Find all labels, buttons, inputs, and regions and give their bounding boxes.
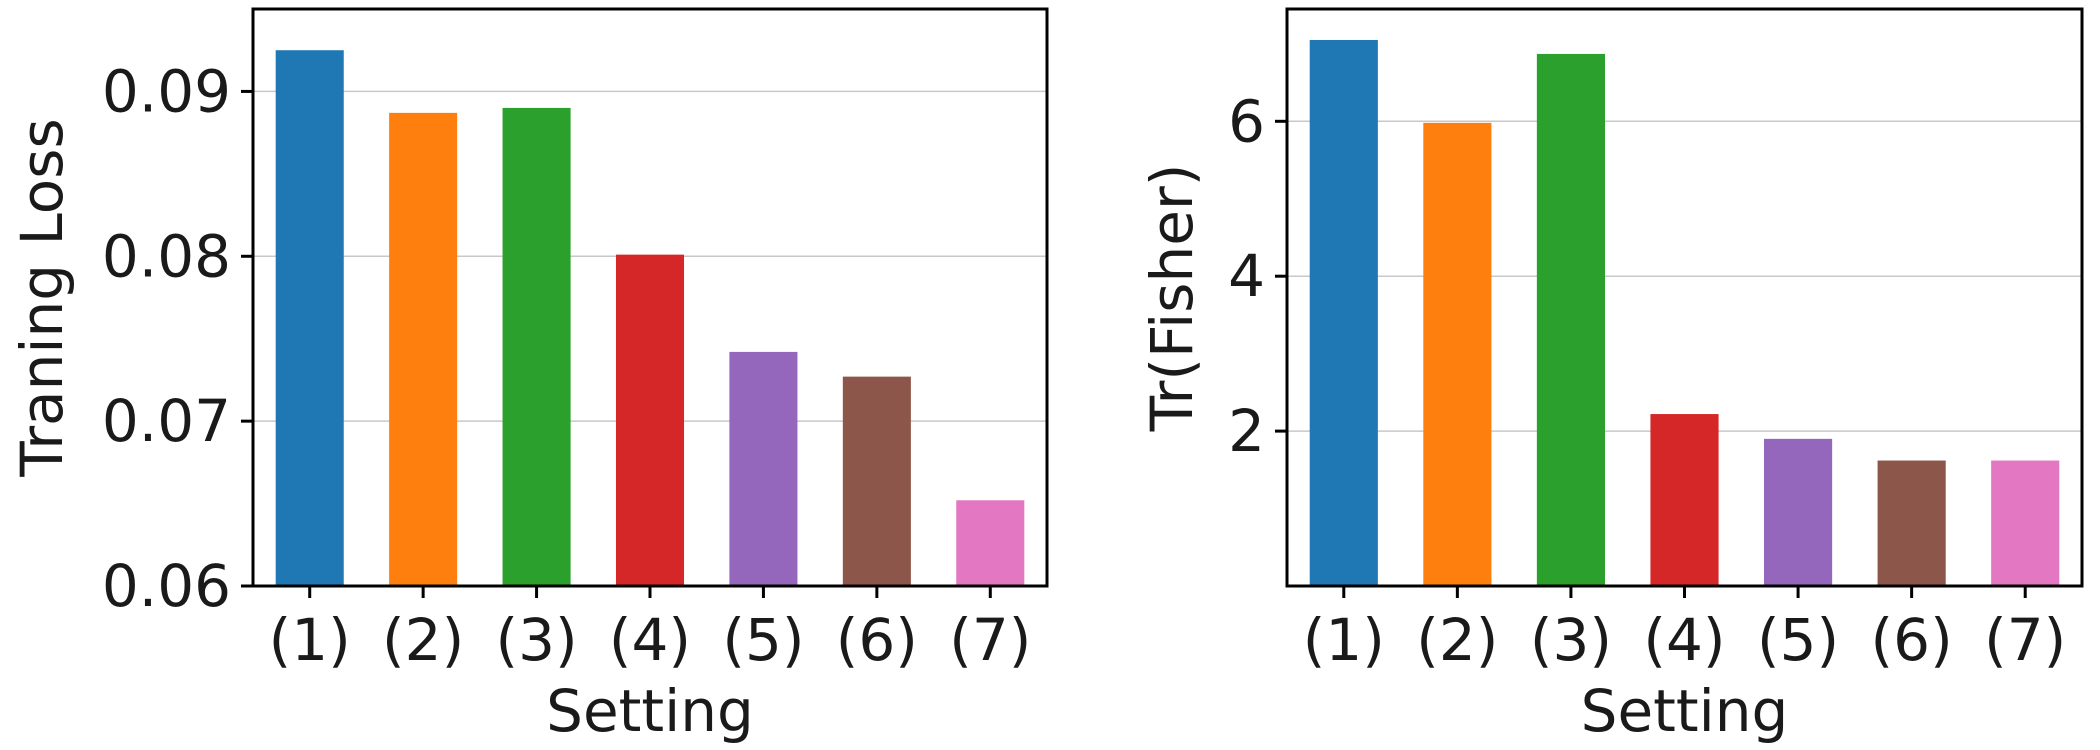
training-loss-xtick-label-5: (5) xyxy=(722,606,804,674)
tr-fisher-xtick-label-3: (3) xyxy=(1530,606,1612,674)
tr-fisher-bar-2 xyxy=(1423,122,1492,586)
training-loss-bar-3 xyxy=(502,107,571,587)
training-loss-xtick-label-1: (1) xyxy=(269,606,351,674)
training-loss-bar-4 xyxy=(615,254,685,586)
training-loss-ytick-label-0: 0.06 xyxy=(102,552,231,620)
training-loss-bar-2 xyxy=(389,112,458,587)
tr-fisher-ytick-label-2: 6 xyxy=(1228,87,1265,155)
tr-fisher-bar-5 xyxy=(1764,438,1833,586)
chart-tr-fisher: 2 4 6 (1) (2) (3) (4) (5) (6) (7) Setting Tr(Fisher… xyxy=(1138,7,2084,745)
tr-fisher-xtick-label-6: (6) xyxy=(1871,606,1953,674)
tr-fisher-ytick-label-0: 2 xyxy=(1228,397,1265,465)
tr-fisher-bar-7 xyxy=(1991,460,2060,586)
training-loss-ytick-label-1: 0.07 xyxy=(102,387,231,455)
training-loss-bar-5 xyxy=(729,351,798,586)
training-loss-ytick-label-2: 0.08 xyxy=(102,222,231,290)
training-loss-xtick-label-2: (2) xyxy=(382,606,464,674)
training-loss-bar-7 xyxy=(956,500,1025,586)
tr-fisher-bar-6 xyxy=(1877,460,1946,586)
training-loss-bar-6 xyxy=(842,376,911,586)
training-loss-xtick-label-4: (4) xyxy=(609,606,691,674)
tr-fisher-bar-4 xyxy=(1650,414,1719,586)
training-loss-ylabel: Traning Loss xyxy=(8,118,76,477)
tr-fisher-xtick-label-7: (7) xyxy=(1984,606,2066,674)
chart-training-loss: 0.06 0.07 0.08 0.09 (1) (2) (3) (4) (5) (6) (7) Set… xyxy=(8,7,1049,745)
tr-fisher-xtick-label-1: (1) xyxy=(1303,606,1385,674)
tr-fisher-bar-1 xyxy=(1309,39,1378,587)
training-loss-bar-1 xyxy=(275,50,344,586)
tr-fisher-xtick-label-4: (4) xyxy=(1643,606,1725,674)
tr-fisher-ylabel: Tr(Fisher) xyxy=(1138,164,1206,433)
tr-fisher-xtick-label-2: (2) xyxy=(1416,606,1498,674)
training-loss-ytick-label-3: 0.09 xyxy=(102,57,231,125)
training-loss-xlabel: Setting xyxy=(546,677,754,745)
tr-fisher-xtick-label-5: (5) xyxy=(1757,606,1839,674)
training-loss-xtick-label-3: (3) xyxy=(495,606,577,674)
training-loss-xtick-label-6: (6) xyxy=(836,606,918,674)
tr-fisher-bar-3 xyxy=(1536,53,1605,587)
training-loss-xtick-label-7: (7) xyxy=(949,606,1031,674)
tr-fisher-xlabel: Setting xyxy=(1581,677,1789,745)
tr-fisher-ytick-label-1: 4 xyxy=(1228,242,1265,310)
